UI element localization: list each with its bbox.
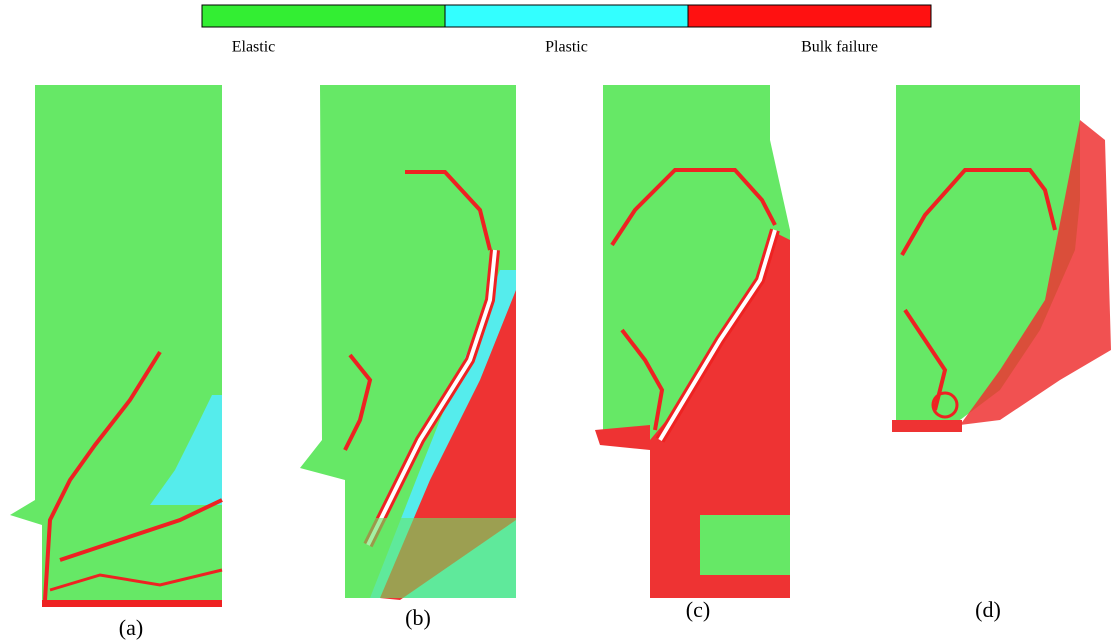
legend-swatch [688,5,931,27]
panel-a: (a) [10,85,222,640]
legend: Elastic Plastic Bulk failure [202,5,931,56]
legend-label: Plastic [545,39,588,56]
panel-c: (c) [595,85,790,622]
caption: (d) [975,597,1001,622]
panel-d: (d) [892,85,1111,622]
caption: (b) [405,605,431,630]
failure-region [892,420,962,432]
legend-swatch [445,5,688,27]
elastic-region [10,85,222,607]
legend-label: Elastic [232,39,276,56]
caption: (a) [119,615,143,640]
elastic-band [700,515,790,575]
caption: (c) [686,597,710,622]
failure-band [42,600,222,607]
elastic-band [345,518,516,598]
legend-label: Bulk failure [801,39,878,56]
legend-swatch [202,5,445,27]
panel-b: (b) [300,85,516,630]
figure: Elastic Plastic Bulk failure (a) (b) (c) [0,0,1111,643]
